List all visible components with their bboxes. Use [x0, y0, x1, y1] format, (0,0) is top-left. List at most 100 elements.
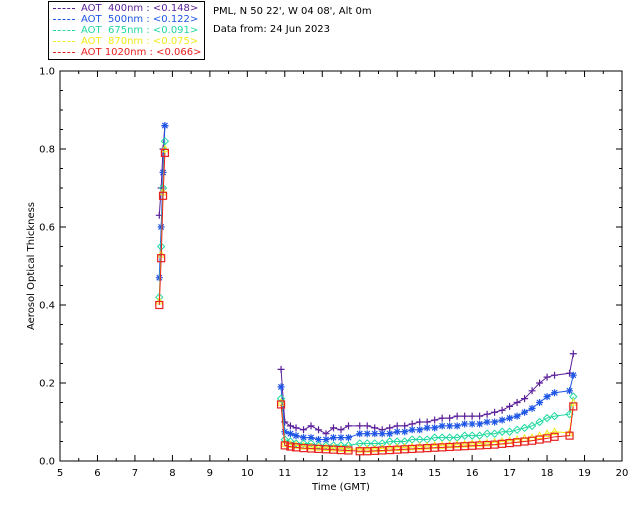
data-point-aot-500nm: [330, 434, 338, 442]
data-point-aot-1020nm: [160, 148, 170, 157]
data-point-aot-870nm: [160, 144, 170, 153]
data-point-aot-400nm: [300, 426, 308, 434]
data-point-aot-870nm: [321, 443, 331, 452]
data-point-aot-400nm: [513, 399, 521, 406]
data-point-aot-400nm: [356, 422, 364, 430]
data-point-aot-1020nm: [344, 446, 353, 455]
data-point-aot-675nm: [299, 439, 308, 448]
data-point-aot-400nm: [438, 414, 446, 422]
legend-label: AOT 400nm : <0.148>: [81, 3, 199, 14]
x-tick-label: 10: [241, 468, 254, 479]
data-point-aot-400nm: [506, 402, 514, 410]
data-point-aot-500nm: [498, 416, 506, 424]
data-point-aot-500nm: [416, 426, 424, 434]
data-point-aot-400nm: [315, 426, 323, 434]
data-point-aot-400nm: [453, 412, 461, 420]
data-point-aot-675nm: [490, 429, 499, 438]
data-point-aot-675nm: [400, 437, 409, 446]
y-axis-label: Aerosol Optical Thickness: [26, 202, 37, 330]
data-point-aot-400nm: [393, 422, 401, 430]
data-point-aot-500nm: [476, 420, 484, 428]
legend-item: AOT 675nm : <0.091>: [49, 25, 204, 36]
data-point-aot-500nm: [543, 393, 551, 401]
data-point-aot-500nm: [438, 422, 446, 430]
data-point-aot-500nm: [536, 399, 544, 406]
x-tick-label: 20: [616, 468, 629, 479]
data-point-aot-400nm: [483, 410, 491, 418]
x-tick-label: 7: [132, 468, 138, 479]
data-point-aot-400nm: [491, 408, 499, 416]
data-point-aot-500nm: [307, 434, 315, 442]
data-point-aot-870nm: [550, 427, 559, 436]
data-point-aot-870nm: [568, 397, 578, 406]
data-point-aot-500nm: [401, 428, 409, 436]
x-tick-label: 11: [278, 468, 291, 479]
legend-item: AOT 400nm : <0.148>: [49, 3, 204, 14]
data-point-aot-870nm: [299, 441, 308, 450]
legend-swatch: [53, 19, 75, 20]
legend-label: AOT 870nm : <0.075>: [81, 36, 199, 47]
data-point-aot-400nm: [322, 430, 330, 438]
data-point-aot-400nm: [468, 412, 476, 420]
data-point-aot-400nm: [543, 373, 551, 381]
data-point-aot-1020nm: [157, 254, 166, 263]
x-tick-label: 18: [541, 468, 554, 479]
data-point-aot-870nm: [344, 444, 353, 453]
data-point-aot-400nm: [344, 422, 352, 430]
data-point-aot-500nm: [386, 430, 394, 438]
x-tick-label: 8: [169, 468, 175, 479]
series-line-aot-500nm: [280, 375, 574, 441]
data-point-aot-400nm: [569, 350, 577, 358]
data-point-aot-500nm: [461, 420, 469, 428]
data-point-aot-675nm: [569, 392, 578, 401]
data-point-aot-400nm: [536, 379, 544, 387]
data-point-aot-1020nm: [155, 300, 164, 310]
data-point-aot-500nm: [159, 168, 167, 176]
data-point-aot-400nm: [408, 420, 416, 428]
data-point-aot-675nm: [460, 431, 469, 440]
legend-item: AOT 1020nm : <0.066>: [49, 47, 204, 58]
site-info: PML, N 50 22', W 04 08', Alt 0m: [213, 6, 372, 17]
x-tick-label: 17: [503, 468, 516, 479]
data-point-aot-675nm: [520, 423, 529, 433]
x-tick-label: 15: [428, 468, 441, 479]
y-tick-label: 0.8: [39, 145, 55, 156]
data-point-aot-675nm: [512, 425, 522, 435]
data-point-aot-500nm: [491, 418, 499, 426]
data-point-aot-675nm: [505, 427, 514, 436]
data-point-aot-870nm: [306, 442, 316, 451]
y-tick-label: 0.2: [39, 379, 55, 390]
data-point-aot-500nm: [161, 122, 169, 130]
data-point-aot-675nm: [363, 439, 372, 448]
data-point-aot-1020nm: [550, 432, 559, 441]
data-point-aot-870nm: [407, 442, 417, 451]
data-point-aot-500nm: [566, 387, 574, 395]
data-point-aot-400nm: [371, 424, 379, 432]
data-point-aot-1020nm: [569, 402, 578, 411]
data-point-aot-400nm: [461, 412, 469, 420]
data-point-aot-870nm: [445, 440, 455, 449]
data-point-aot-500nm: [483, 418, 491, 426]
data-point-aot-500nm: [528, 404, 536, 412]
data-point-aot-1020nm: [158, 191, 168, 200]
data-point-aot-870nm: [452, 440, 462, 448]
x-tick-label: 5: [57, 468, 63, 479]
legend-label: AOT 675nm : <0.091>: [81, 25, 199, 36]
data-point-aot-500nm: [521, 408, 529, 416]
data-point-aot-675nm: [467, 431, 477, 440]
data-point-aot-1020nm: [286, 442, 295, 451]
data-point-aot-400nm: [521, 395, 529, 403]
data-point-aot-870nm: [392, 443, 402, 452]
data-point-aot-870nm: [362, 444, 372, 453]
data-point-aot-675nm: [527, 421, 537, 431]
legend-swatch: [53, 41, 75, 42]
legend-swatch: [53, 30, 75, 31]
data-point-aot-870nm: [385, 443, 395, 452]
data-point-aot-675nm: [497, 427, 507, 436]
legend-item: AOT 500nm : <0.122>: [49, 14, 204, 25]
data-point-aot-500nm: [378, 430, 386, 438]
y-tick-label: 0.4: [39, 301, 55, 312]
data-point-aot-870nm: [377, 443, 387, 452]
data-point-aot-870nm: [482, 438, 492, 447]
